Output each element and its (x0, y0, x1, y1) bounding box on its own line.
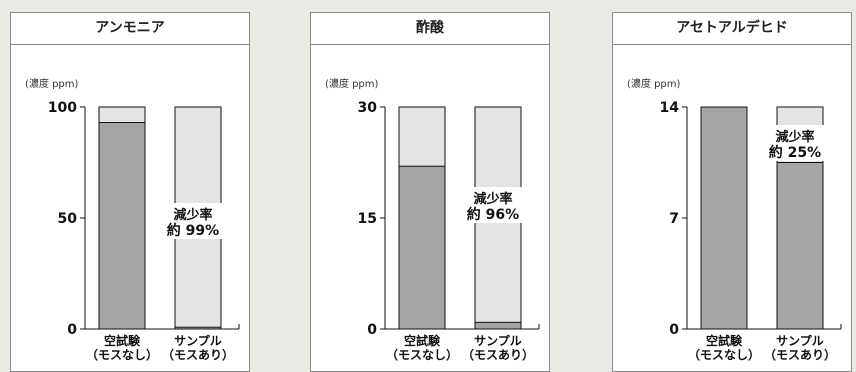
annotation-background (764, 125, 826, 161)
x-tick-label: （モスなし） (386, 347, 458, 362)
y-tick-label: 50 (58, 211, 78, 227)
bar (398, 165, 446, 330)
bar (700, 106, 748, 330)
annotation-label: 減少率 (775, 129, 814, 145)
x-tick-label: サンプル (474, 333, 522, 348)
annotation-background (462, 187, 524, 223)
chart-panel-acetaldehyde: アセトアルデヒド (濃度 ppm) 0 7 14 空試験 （モスなし） サンプル （モスあり）… (612, 12, 852, 372)
x-tick-label: 空試験 (404, 333, 441, 348)
x-tick-label: サンプル (776, 333, 824, 348)
unit-label: (濃度 ppm) (627, 77, 681, 90)
annotation-label: 減少率 (473, 191, 512, 207)
y-tick-label: 15 (358, 211, 377, 227)
chart-title: アセトアルデヒド (613, 13, 851, 45)
bar (98, 122, 146, 330)
annotation-value: 約 96% (467, 206, 519, 223)
bar (474, 321, 522, 330)
x-tick-label: 空試験 (706, 333, 743, 348)
chart-title: 酢酸 (311, 13, 549, 45)
annotation-value: 約 25% (769, 144, 821, 161)
x-tick-label: サンプル (174, 333, 222, 348)
chart-title: アンモニア (11, 13, 249, 45)
bar (776, 162, 824, 330)
x-tick-label: （モスなし） (86, 347, 158, 362)
chart-panel-acetic-acid: 酢酸 (濃度 ppm) 0 15 30 空試験 （モスなし） サンプル （モスあり） 減少率約 … (310, 12, 550, 372)
annotation-label: 減少率 (173, 207, 212, 223)
x-tick-label: （モスあり） (462, 347, 534, 362)
y-tick-label: 14 (660, 100, 680, 116)
chart-panel-ammonia: アンモニア (濃度 ppm) 0 50 100 空試験 （モスなし） サンプル （モスあり） 減… (10, 12, 250, 372)
annotation-value: 約 99% (167, 222, 219, 239)
x-tick-label: （モスあり） (764, 347, 836, 362)
y-tick-label: 0 (669, 322, 679, 338)
x-tick-label: 空試験 (104, 333, 141, 348)
y-tick-label: 30 (358, 100, 378, 116)
unit-label: (濃度 ppm) (25, 77, 79, 90)
annotation-background (162, 203, 224, 239)
unit-label: (濃度 ppm) (325, 77, 379, 90)
y-tick-label: 0 (367, 322, 377, 338)
x-tick-label: （モスなし） (688, 347, 760, 362)
y-tick-label: 100 (48, 100, 77, 116)
y-tick-label: 7 (669, 211, 679, 227)
bar (174, 326, 222, 330)
x-tick-label: （モスあり） (162, 347, 234, 362)
y-tick-label: 0 (67, 322, 77, 338)
